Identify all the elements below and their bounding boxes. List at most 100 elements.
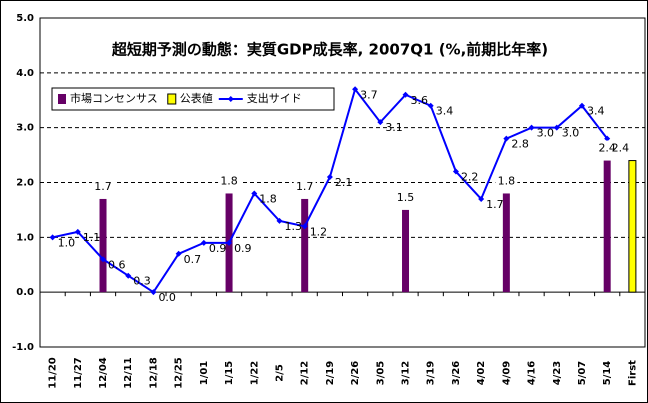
data-label: 0.3: [133, 275, 151, 288]
y-tick-label: 4.0: [16, 68, 34, 79]
data-label: 2.8: [511, 138, 528, 151]
x-tick-label: 1/15: [224, 361, 235, 386]
legend-label: 市場コンセンサス: [70, 91, 158, 105]
data-label: 3.4: [587, 105, 605, 118]
bar: [402, 209, 410, 293]
x-tick-label: 4/09: [501, 361, 512, 386]
line-marker: [604, 135, 611, 142]
chart-title: 超短期予測の動態：実質GDP成長率, 2007Q1 (%,前期比年率): [111, 41, 548, 59]
x-tick-label: 1/01: [199, 361, 210, 386]
line-marker: [150, 289, 157, 296]
y-tick-label: 1.0: [16, 232, 34, 243]
line-marker: [326, 174, 333, 181]
x-tick-label: 4/02: [476, 361, 487, 386]
line-marker: [578, 102, 585, 109]
x-tick-label: 2/12: [300, 361, 311, 386]
data-label: 2.1: [335, 176, 353, 189]
data-label: 1.8: [498, 174, 516, 187]
bar: [502, 193, 510, 293]
x-tick-label: 11/20: [48, 357, 59, 389]
line-marker: [377, 119, 384, 126]
data-label: 1.7: [486, 198, 504, 211]
x-tick-label: 3/12: [401, 361, 412, 386]
data-label: 1.0: [58, 236, 76, 249]
bar: [99, 198, 107, 293]
y-tick-label: -1.0: [12, 342, 34, 353]
x-tick-label: 12/11: [123, 357, 134, 389]
bar: [603, 160, 611, 293]
x-tick-label: 4/16: [527, 361, 538, 386]
data-label: 0.0: [158, 291, 176, 304]
line-marker: [49, 234, 56, 241]
line-marker: [251, 190, 258, 197]
line-marker: [553, 124, 560, 131]
y-tick-label: 2.0: [16, 178, 34, 189]
line-marker: [427, 102, 434, 109]
legend-swatch: [167, 93, 177, 105]
y-tick-label: 0.0: [16, 287, 34, 298]
line-marker: [276, 217, 283, 224]
data-label-box: [495, 173, 518, 190]
x-tick-label: 2/5: [274, 364, 285, 382]
x-tick-label: 5/07: [577, 361, 588, 386]
x-tick-label: First: [627, 360, 638, 386]
x-tick-label: 3/26: [451, 361, 462, 386]
data-label: 2.4: [598, 142, 616, 155]
data-label: 1.3: [284, 220, 302, 233]
data-label: 1.2: [310, 225, 328, 238]
x-tick-label: 3/19: [426, 361, 437, 386]
data-label: 3.7: [360, 88, 378, 101]
data-label: 1.8: [220, 174, 238, 187]
line-marker: [125, 272, 132, 279]
data-label: 1.7: [94, 180, 112, 193]
x-tick-label: 2/26: [350, 361, 361, 386]
data-label-box: [92, 178, 115, 195]
data-label-box: [394, 189, 417, 206]
data-label: 2.2: [461, 171, 479, 184]
legend-label: 公表値: [180, 91, 213, 105]
bar: [301, 198, 309, 293]
line-marker: [478, 195, 485, 202]
data-label-box: [293, 178, 316, 195]
data-label-box: [218, 173, 241, 190]
data-label: 1.1: [83, 231, 101, 244]
y-tick-label: 5.0: [16, 13, 34, 24]
x-tick-label: 12/25: [174, 357, 185, 389]
data-label: 1.7: [296, 180, 314, 193]
legend-label: 支出サイド: [247, 91, 302, 105]
x-tick-label: 1/22: [249, 361, 260, 386]
x-tick-label: 3/05: [375, 361, 386, 386]
line-marker: [402, 91, 409, 98]
data-label: 0.6: [108, 258, 126, 271]
line-marker: [100, 256, 107, 263]
bar: [628, 160, 637, 293]
x-tick-label: 12/18: [148, 357, 159, 389]
line-marker: [528, 124, 535, 131]
data-label: 2.4: [612, 142, 630, 155]
line-marker: [452, 168, 459, 175]
data-label: 0.9: [234, 242, 252, 255]
x-tick-label: 12/04: [98, 357, 109, 389]
x-tick-label: 5/14: [602, 361, 613, 386]
legend-swatch: [58, 94, 66, 104]
x-tick-label: 2/19: [325, 361, 336, 386]
line-marker: [503, 135, 510, 142]
data-label: 3.0: [537, 127, 555, 140]
line-marker: [226, 239, 233, 246]
line-marker: [200, 239, 207, 246]
data-label: 3.4: [436, 105, 454, 118]
legend: [51, 87, 335, 111]
data-label: 3.6: [411, 94, 429, 107]
line-marker: [74, 228, 81, 235]
data-label: 0.7: [184, 253, 202, 266]
data-label: 0.9: [209, 242, 227, 255]
data-label-box: [596, 140, 619, 157]
line-marker: [301, 223, 308, 230]
data-label: 3.1: [385, 121, 403, 134]
line-marker: [352, 86, 359, 93]
data-label: 1.8: [259, 192, 277, 205]
x-tick-label: 4/23: [552, 361, 563, 386]
data-label: 1.5: [397, 191, 415, 204]
legend-marker: [227, 96, 234, 102]
